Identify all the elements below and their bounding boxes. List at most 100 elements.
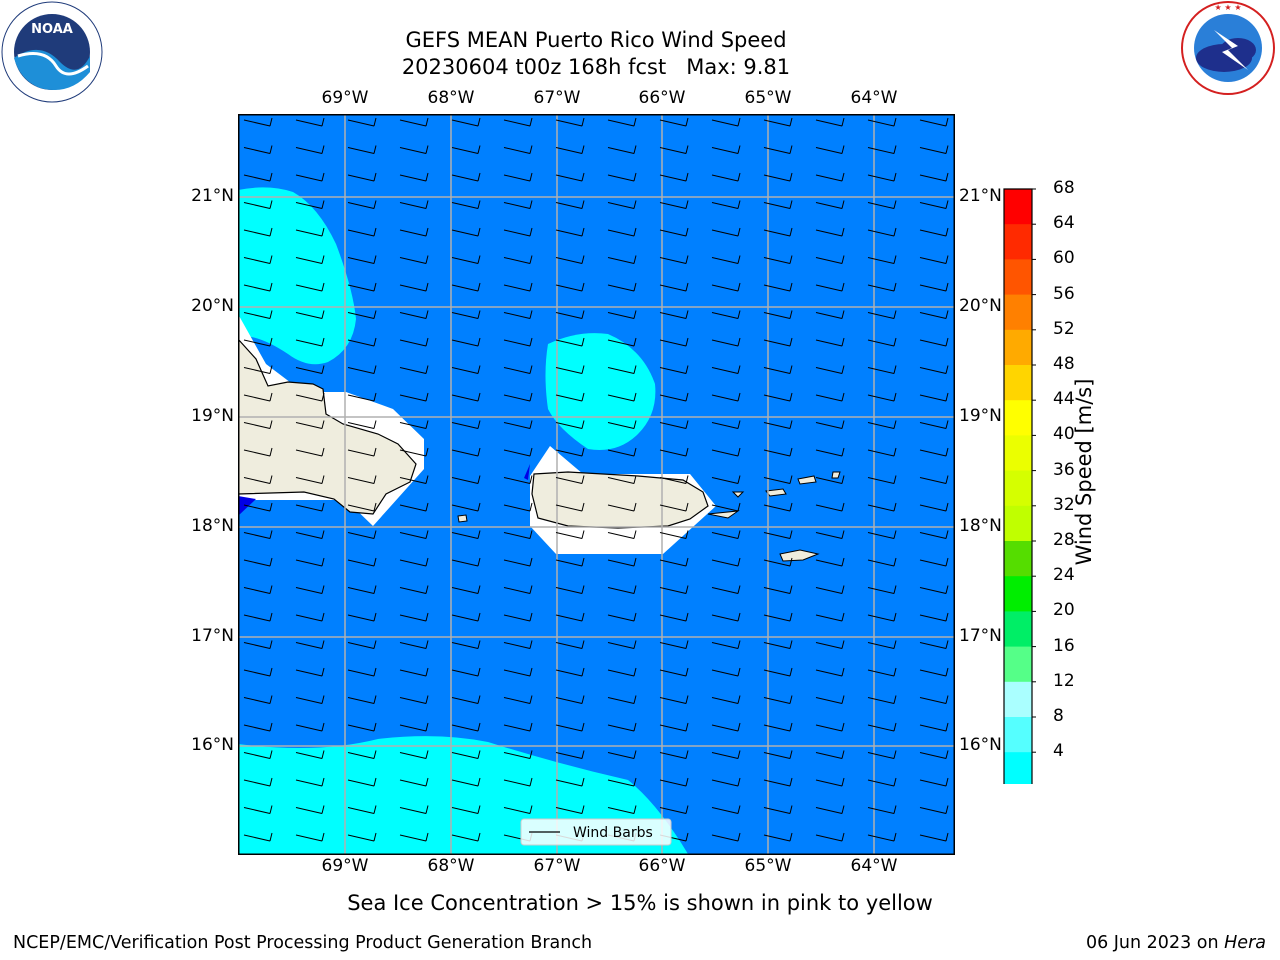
wind-barb xyxy=(867,777,897,787)
wind-barb xyxy=(607,447,637,457)
wind-barb xyxy=(243,667,273,677)
wind-barb xyxy=(399,227,429,237)
wind-barb xyxy=(867,530,897,539)
wind-barb xyxy=(919,557,949,567)
wind-barb xyxy=(243,255,273,264)
wind-barb xyxy=(919,585,949,594)
wind-barb xyxy=(555,475,585,484)
wind-barb xyxy=(451,585,481,594)
wind-barb xyxy=(399,832,429,842)
wind-barb xyxy=(399,750,429,759)
wind-barb xyxy=(347,832,377,842)
lon-label-top: 68°W xyxy=(427,88,475,108)
wind-barb xyxy=(659,805,689,814)
wind-barb xyxy=(763,832,793,842)
wind-barb xyxy=(347,557,377,567)
wind-barb xyxy=(763,365,793,374)
wind-barb xyxy=(711,200,741,209)
wind-barb xyxy=(763,805,793,814)
wind-barb xyxy=(347,282,377,292)
wind-barb xyxy=(607,502,637,512)
wind-barb xyxy=(347,145,377,154)
wind-barb xyxy=(607,667,637,677)
wind-barb xyxy=(295,832,325,842)
colorbar-segment xyxy=(1004,224,1032,260)
wind-barb xyxy=(659,612,689,622)
wind-barb xyxy=(295,695,325,704)
colorbar-tick-label: 28 xyxy=(1053,530,1075,550)
lat-label-right: 17°N xyxy=(959,626,1002,646)
graticule xyxy=(238,114,954,854)
wind-barb xyxy=(867,200,897,209)
wind-barb xyxy=(711,145,741,154)
wind-barb xyxy=(815,530,845,539)
wind-barb xyxy=(711,805,741,814)
colorbar-tick-label: 8 xyxy=(1053,706,1064,726)
land-virgin-islands xyxy=(707,471,841,562)
svg-text:★ ★ ★: ★ ★ ★ xyxy=(1214,3,1241,12)
wind-barb xyxy=(243,530,273,539)
wind-barb xyxy=(243,502,273,512)
wind-barb xyxy=(659,117,689,127)
wind-barb xyxy=(451,365,481,374)
wind-barb xyxy=(919,612,949,622)
wind-barb xyxy=(243,777,273,787)
wind-barb xyxy=(399,420,429,429)
wind-barb xyxy=(815,695,845,704)
lon-label-top: 67°W xyxy=(533,88,581,108)
wind-barb xyxy=(919,200,949,209)
wind-barb xyxy=(659,777,689,787)
wind-barb xyxy=(555,585,585,594)
wind-barb xyxy=(243,282,273,292)
wind-barb xyxy=(867,365,897,374)
wind-barb xyxy=(711,750,741,759)
wind-barb xyxy=(815,420,845,429)
wind-barb xyxy=(347,117,377,127)
colorbar-tick-label: 32 xyxy=(1053,494,1075,515)
wind-barb xyxy=(607,392,637,402)
wind-barb xyxy=(555,227,585,237)
wind-barb xyxy=(919,172,949,182)
wind-barb xyxy=(815,557,845,567)
lon-label-bottom: 69°W xyxy=(321,856,369,876)
wind-barb xyxy=(555,337,585,347)
wind-barb xyxy=(503,392,533,402)
wind-barb xyxy=(451,337,481,347)
wind-barb xyxy=(815,337,845,347)
wind-barb xyxy=(815,392,845,402)
wind-barb xyxy=(711,420,741,429)
map-frame xyxy=(238,114,955,855)
wind-barb xyxy=(295,557,325,567)
wind-barb xyxy=(399,585,429,594)
wind-barb xyxy=(763,475,793,484)
wind-barb xyxy=(295,337,325,347)
wind-barb xyxy=(451,172,481,182)
wind-barb xyxy=(555,255,585,264)
wind-barb xyxy=(295,667,325,677)
wind-barb xyxy=(867,832,897,842)
wind-barb xyxy=(399,640,429,649)
wind-barb xyxy=(555,750,585,759)
wind-barb xyxy=(243,640,273,649)
wind-barb xyxy=(711,502,741,512)
wind-barb xyxy=(607,365,637,374)
colorbar-tick-label: 64 xyxy=(1053,213,1075,234)
wind-barb xyxy=(659,145,689,154)
lon-label-bottom: 65°W xyxy=(744,856,792,876)
wind-barb xyxy=(399,805,429,814)
wind-barb xyxy=(347,475,377,484)
wind-barb xyxy=(607,750,637,759)
wind-barb xyxy=(815,502,845,512)
lat-label-right: 16°N xyxy=(959,735,1002,755)
wind-barb xyxy=(763,337,793,347)
wind-barb xyxy=(243,750,273,759)
wind-barb xyxy=(295,172,325,182)
colorbar-tick-label: 16 xyxy=(1053,635,1075,656)
wind-barb xyxy=(607,777,637,787)
wind-barb xyxy=(347,805,377,814)
land-puerto-rico xyxy=(531,471,709,529)
colorbar-segment xyxy=(1004,259,1032,296)
wind-barb xyxy=(347,502,377,512)
wind-barb xyxy=(451,557,481,567)
wind-barb xyxy=(763,255,793,264)
